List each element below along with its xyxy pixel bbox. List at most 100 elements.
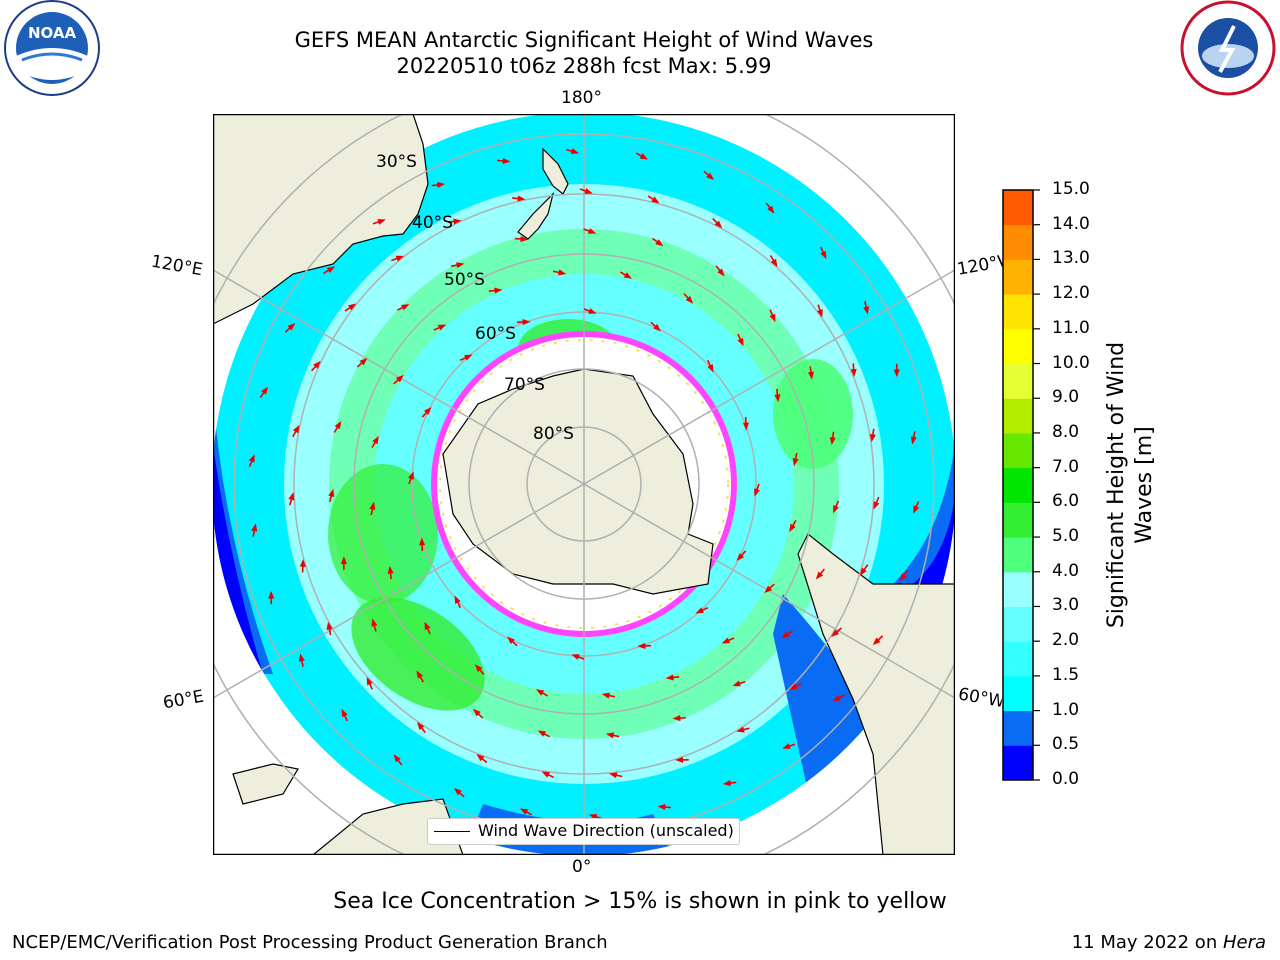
colorbar-tick-label: 15.0 <box>1052 179 1090 199</box>
wave-direction-arrowhead <box>609 772 618 779</box>
wave-direction-arrowhead <box>601 692 610 699</box>
colorbar-band <box>1003 294 1033 330</box>
land-madagascar <box>232 763 299 805</box>
wave-direction-arrowhead <box>657 804 666 811</box>
wave-direction-arrowhead <box>416 670 424 679</box>
colorbar-band <box>1003 537 1033 573</box>
footer-left: NCEP/EMC/Verification Post Processing Pr… <box>12 932 608 953</box>
wave-direction-arrowhead <box>829 436 836 446</box>
wave-direction-arrowhead <box>261 386 269 395</box>
wave-direction-arrowhead <box>570 148 580 155</box>
wave-direction-arrowhead <box>292 424 300 434</box>
wave-direction-arrowhead <box>872 637 881 646</box>
wave-direction-arrowhead <box>653 323 661 332</box>
wave-direction-arrowhead <box>334 421 342 430</box>
wave-direction-arrowhead <box>675 756 684 763</box>
wave-direction-arrowhead <box>832 694 842 702</box>
colorbar-tick-label: 0.0 <box>1052 769 1080 789</box>
wave-direction-arrowhead <box>832 504 839 514</box>
national-weather-service-logo <box>1178 0 1278 100</box>
wave-direction-arrowhead <box>366 677 373 686</box>
wave-direction-arrowhead <box>298 653 305 662</box>
wave-direction-arrowhead <box>288 492 295 501</box>
wave-direction-arrowhead <box>672 715 681 722</box>
colorbar-band <box>1003 224 1033 260</box>
colorbar-tick-label: 13.0 <box>1052 248 1090 269</box>
wave-direction-arrowhead <box>623 272 633 279</box>
wave-direction-arrowhead <box>456 262 465 269</box>
wave-direction-arrowhead <box>736 553 745 561</box>
wave-direction-arrowhead <box>369 501 376 510</box>
chart-title: GEFS MEAN Antarctic Significant Height o… <box>294 28 874 52</box>
colorbar-tick-label: 6.0 <box>1052 491 1080 512</box>
wave-direction-arrowhead <box>348 303 357 311</box>
wave-direction-arrowhead <box>401 304 410 311</box>
wave-direction-arrowhead <box>869 433 876 443</box>
colorbar-tick-label: 5.0 <box>1052 526 1080 547</box>
lat-label-40s: 40°S <box>412 213 453 233</box>
colorbar-band <box>1003 432 1033 469</box>
colorbar-band <box>1003 606 1033 642</box>
wave-direction-arrowhead <box>587 228 597 234</box>
colorbar-band <box>1003 398 1033 434</box>
wave-direction-arrowhead <box>395 374 404 383</box>
land-new-zealand <box>517 147 569 240</box>
wave-direction-arrowhead <box>717 268 725 277</box>
colorbar-band <box>1003 745 1033 781</box>
wave-direction-arrowhead <box>764 585 773 594</box>
wave-direction-arrowhead <box>584 188 593 194</box>
lat-label-60s: 60°S <box>475 324 516 344</box>
wave-direction-arrowhead <box>782 743 791 749</box>
wave-direction-arrowhead <box>767 205 775 214</box>
wave-direction-arrowhead <box>899 573 907 582</box>
legend-text: Wind Wave Direction (unscaled) <box>478 821 734 840</box>
wave-direction-arrowhead <box>737 337 744 347</box>
chart-subtitle: 20220510 t06z 288h fcst Max: 5.99 <box>396 54 772 78</box>
legend-box <box>427 818 740 845</box>
wave-direction-arrowhead <box>372 435 379 445</box>
wave-direction-arrowhead <box>423 407 432 415</box>
wave-direction-arrowhead <box>781 631 790 639</box>
colorbar-tick-label: 9.0 <box>1052 387 1080 408</box>
lon-label-0: 0° <box>572 857 592 877</box>
wave-direction-arrowhead <box>268 590 275 599</box>
wave-direction-arrowhead <box>665 674 674 681</box>
colorbar-band <box>1003 641 1033 677</box>
wave-direction-arrowhead <box>732 680 741 687</box>
wave-direction-arrowhead <box>371 618 378 627</box>
colorbar-tick-label: 14.0 <box>1052 213 1090 234</box>
land-australia <box>213 114 429 325</box>
colorbar-label: Significant Height of Wind Waves [m] <box>1095 190 1161 780</box>
colorbar-label-line1: Significant Height of Wind <box>1104 342 1129 628</box>
wave-direction-arrowhead <box>393 754 401 763</box>
wave-direction-arrowhead <box>424 621 431 631</box>
wave-direction-arrowhead <box>807 371 814 380</box>
wave-direction-arrowhead <box>706 172 715 181</box>
colorbar-tick-label: 1.0 <box>1052 699 1080 720</box>
colorbar-band <box>1003 467 1033 503</box>
colorbar-band <box>1003 190 1033 226</box>
wave-direction-arrowhead <box>494 287 503 294</box>
wave-direction-arrowhead <box>742 422 749 431</box>
lat-label-80s: 80°S <box>533 424 574 444</box>
wave-direction-arrowhead <box>417 721 425 730</box>
colorbar-band <box>1003 259 1033 295</box>
colorbar-tick-label: 8.0 <box>1052 421 1080 442</box>
wave-direction-arrowhead <box>714 220 723 229</box>
lat-label-50s: 50°S <box>444 270 485 290</box>
colorbar-tick-label: 0.5 <box>1052 734 1080 755</box>
wave-direction-arrowhead <box>341 708 348 718</box>
wave-direction-arrowhead <box>464 354 473 361</box>
wave-direction-arrowhead <box>326 621 333 630</box>
wave-direction-arrowhead <box>299 558 306 567</box>
wave-direction-arrowhead <box>639 153 648 160</box>
wave-direction-arrowhead <box>359 357 368 366</box>
wave-direction-arrowhead <box>437 324 447 331</box>
land-antarctica <box>442 368 714 595</box>
colorbar-tick-label: 3.0 <box>1052 595 1080 616</box>
colorbar-band <box>1003 675 1033 712</box>
land-africa <box>312 798 464 855</box>
wave-direction-arrowhead <box>419 537 426 546</box>
wave-direction-arrowhead <box>517 195 526 202</box>
wave-direction-arrowhead <box>721 637 731 644</box>
